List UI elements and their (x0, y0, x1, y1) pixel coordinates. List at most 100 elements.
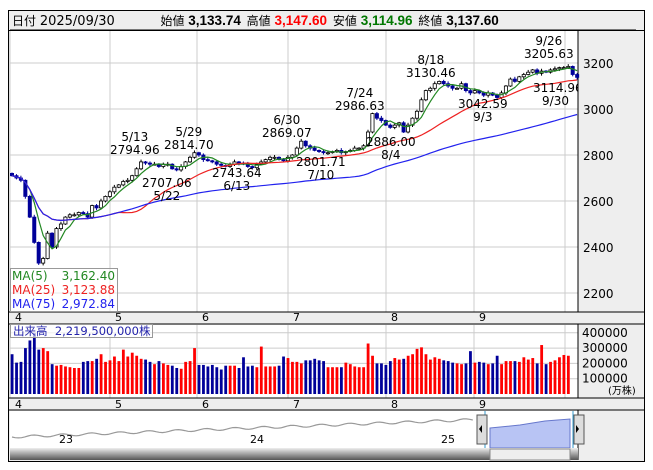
high-value: 3,147.60 (274, 13, 328, 28)
volume-bar (469, 351, 472, 394)
candle (468, 90, 473, 94)
volume-bar (197, 364, 201, 394)
annotation-6-13: 2743.64 6/13 (212, 166, 262, 193)
volume-bar (482, 362, 486, 394)
annotation-9-26: 9/26 3205.63 (524, 34, 574, 61)
navigator-year-label: 23 (59, 433, 73, 446)
candle (432, 83, 437, 89)
price-tick-label: 2600 (583, 195, 614, 209)
open-label: 始値 (160, 14, 185, 28)
candle (263, 159, 268, 163)
volume-bar (15, 362, 18, 394)
volume-bar (495, 355, 499, 394)
volume-bar (322, 361, 325, 394)
candle (312, 147, 317, 151)
scrollbar-thumb[interactable] (489, 448, 571, 461)
volume-tick-label: 200000 (582, 356, 628, 370)
candle (107, 191, 112, 197)
volume-bar (170, 365, 174, 394)
candle (196, 152, 201, 156)
volume-bar (219, 369, 223, 394)
volume-bar (193, 348, 196, 394)
candle (99, 200, 104, 209)
volume-bar (375, 363, 379, 394)
volume-bar (81, 361, 85, 394)
volume-bar (264, 366, 268, 394)
navigator-scrollbar[interactable] (10, 448, 578, 460)
candle (530, 69, 535, 73)
candle (76, 212, 81, 216)
volume-bar (135, 355, 139, 394)
volume-bar (433, 357, 437, 394)
volume-label: 出来高 2,219,500,000株 (10, 324, 154, 338)
date-value: 2025/09/30 (39, 14, 115, 29)
candle (36, 241, 41, 264)
ma5-value: 3,162.40 (61, 269, 115, 283)
annotation-6-30: 6/30 2869.07 (262, 113, 312, 140)
volume-bar (202, 364, 205, 394)
volume-bar (380, 363, 383, 394)
candle (365, 131, 370, 147)
volume-bar (242, 357, 245, 394)
candle (103, 195, 108, 202)
volume-bar (188, 361, 192, 394)
candle (134, 168, 139, 177)
annotation-8-4: 2886.00 8/4 (366, 135, 416, 162)
volume-bar (286, 358, 290, 394)
volume-bar (406, 355, 410, 394)
volume-bar (24, 348, 27, 394)
navigator-right-handle[interactable] (573, 414, 585, 445)
volume-bar (41, 348, 45, 394)
price-plot-area (10, 31, 578, 312)
candle (357, 147, 362, 150)
volume-bar (415, 348, 419, 394)
annotation-5-29: 5/29 2814.70 (164, 125, 214, 152)
candle (317, 149, 322, 152)
volume-bar (526, 359, 530, 394)
candle (32, 216, 37, 243)
volume-bar (37, 349, 41, 394)
volume-bar (32, 332, 36, 394)
ma25-value: 3,123.88 (61, 283, 115, 297)
candle (254, 163, 259, 169)
candle (139, 161, 144, 170)
candle (116, 184, 121, 188)
volume-bar (277, 365, 281, 394)
volume-bar (90, 361, 94, 394)
candle (250, 166, 255, 169)
volume-bar (144, 359, 147, 394)
volume-bar (86, 361, 90, 394)
ma25-label: MA(25) (12, 283, 56, 297)
volume-bar (46, 351, 50, 394)
low-label: 安値 (332, 14, 357, 28)
high-label: 高値 (246, 14, 271, 28)
volume-bar (157, 361, 161, 394)
candle (54, 228, 59, 248)
volume-bar (455, 363, 459, 394)
candle (294, 147, 299, 156)
volume-bar (393, 358, 397, 394)
price-tick-label: 3000 (583, 103, 614, 117)
price-tick-label: 2200 (583, 287, 614, 301)
navigator-history-line (11, 418, 473, 439)
volume-bar (348, 364, 352, 394)
volume-bar (402, 358, 406, 394)
volume-bar (273, 366, 277, 394)
month-tick-label: 7 (293, 398, 300, 411)
volume-tick-label: 100000 (582, 372, 628, 386)
volume-bar (291, 361, 294, 394)
candle (379, 117, 384, 121)
volume-bar (518, 361, 521, 394)
candle (81, 212, 86, 215)
volume-bar (388, 361, 392, 394)
candle (90, 205, 95, 218)
candle (50, 232, 55, 248)
candle (401, 122, 406, 133)
candle (281, 159, 286, 162)
volume-bar (153, 364, 156, 394)
close-value: 3,137.60 (446, 13, 499, 28)
candle (392, 124, 397, 128)
volume-bar (558, 357, 561, 394)
close-label: 終値 (418, 14, 443, 28)
